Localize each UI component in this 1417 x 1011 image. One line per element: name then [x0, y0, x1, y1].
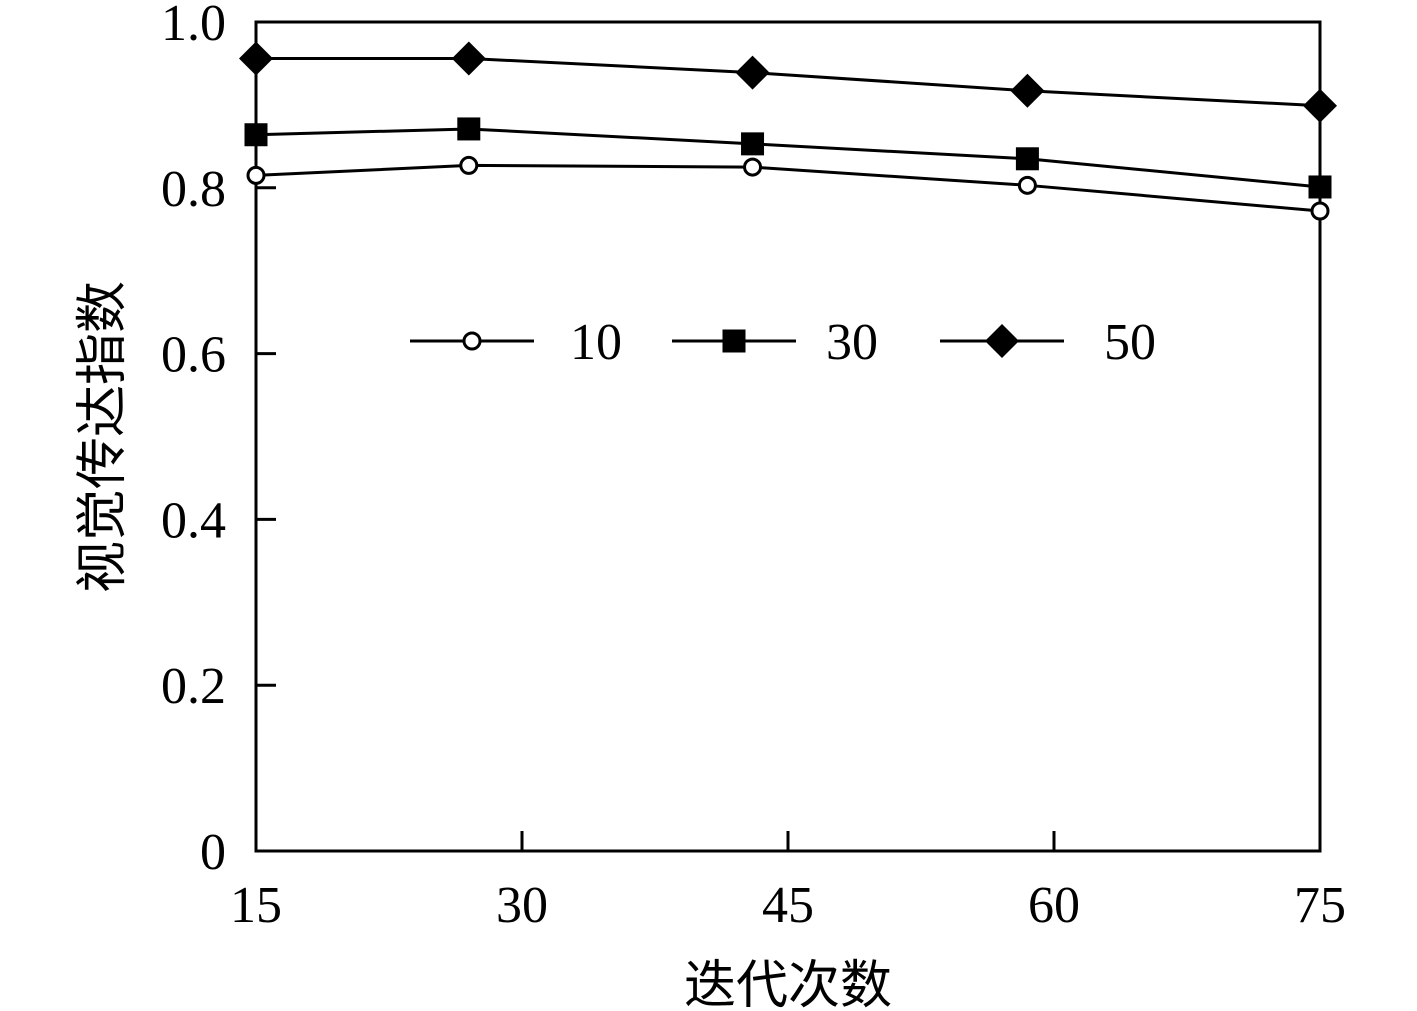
x-tick-label: 30	[496, 877, 548, 934]
legend-label: 30	[826, 314, 878, 371]
y-axis: 0 0.2 0.4 0.6 0.8 1.0	[161, 0, 276, 881]
series-50-point	[1303, 88, 1337, 123]
y-tick-label: 0	[200, 824, 226, 881]
series-10-point	[1017, 175, 1037, 195]
series-30-point	[457, 117, 481, 141]
legend-label: 50	[1104, 314, 1156, 371]
y-tick-label: 0.4	[161, 492, 226, 549]
x-tick-label: 75	[1294, 877, 1346, 934]
series-layer	[239, 41, 1337, 221]
series-10-point	[459, 155, 479, 175]
series-30-point	[741, 132, 765, 156]
series-50	[239, 41, 1337, 123]
legend: 10 30 50	[410, 314, 1156, 371]
x-tick-label: 45	[762, 877, 814, 934]
legend-marker	[722, 329, 746, 353]
series-50-point	[1010, 73, 1045, 108]
series-10-point	[246, 165, 266, 185]
y-tick-label: 0.6	[161, 327, 226, 384]
x-axis-title: 迭代次数	[684, 956, 892, 1011]
legend-item-30: 30	[672, 314, 878, 371]
x-tick-label: 15	[230, 877, 282, 934]
y-tick-label: 1.0	[161, 0, 226, 52]
series-10-point	[743, 157, 763, 177]
series-50-point	[451, 41, 486, 76]
series-10	[246, 155, 1330, 221]
series-30-point	[1015, 147, 1039, 171]
x-axis: 15 30 45 60 75	[230, 831, 1346, 934]
series-50-point	[239, 41, 273, 76]
series-30	[244, 117, 1332, 199]
legend-label: 10	[570, 314, 622, 371]
legend-marker	[462, 331, 482, 351]
legend-marker	[985, 324, 1019, 358]
series-30-line	[255, 127, 1321, 189]
series-50-point	[735, 55, 770, 90]
series-50-line	[256, 56, 1321, 108]
y-tick-label: 0.2	[161, 658, 226, 715]
series-30-point	[244, 123, 268, 147]
legend-item-50: 50	[940, 314, 1156, 371]
y-tick-label: 0.8	[161, 161, 226, 218]
y-axis-title: 视觉传达指数	[73, 281, 133, 593]
series-10-point	[1310, 201, 1330, 221]
x-tick-label: 60	[1028, 877, 1080, 934]
legend-item-10: 10	[410, 314, 622, 371]
series-30-point	[1308, 175, 1332, 199]
